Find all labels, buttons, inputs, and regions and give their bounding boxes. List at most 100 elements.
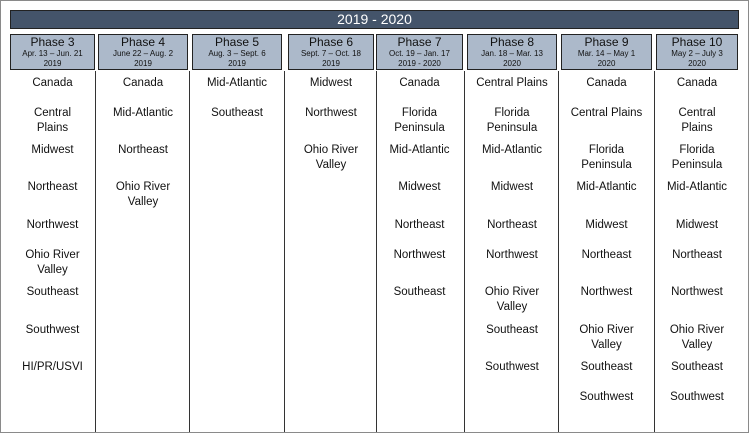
phase-dates: Apr. 13 – Jun. 21 (22, 49, 83, 58)
region-item: Mid-Atlantic (206, 77, 268, 89)
phase-column: Phase 3 Apr. 13 – Jun. 21 2019 Canada Cent… (10, 34, 95, 432)
phase-year: 2019 (322, 59, 340, 68)
region-item: Northeast (118, 144, 168, 156)
phase-year: 2020 (597, 59, 616, 68)
phase-title: Phase 7 (397, 35, 442, 49)
region-item: Northwest (580, 286, 633, 298)
region-item: Northwest (671, 286, 723, 298)
phase-title: Phase 8 (489, 35, 535, 49)
region-item: HI/PR/USVI (22, 361, 83, 373)
phase-year: 2019 (228, 59, 246, 68)
region-item: Canada (676, 77, 718, 89)
region-item: Northwest (26, 219, 79, 231)
phase-title: Phase 4 (120, 35, 166, 49)
region-item: Central Plains (476, 77, 548, 89)
phase-header: Phase 8 Jan. 18 – Mar. 13 2020 (467, 34, 557, 70)
region-item: Southeast (580, 361, 633, 373)
region-item: Northeast (487, 219, 537, 231)
region-item: Midwest (585, 219, 628, 231)
region-item: Midwest (31, 144, 74, 156)
phase-year: 2019 (43, 59, 62, 68)
region-item: Northwest (486, 249, 538, 261)
region-item: Florida Peninsula (486, 107, 538, 134)
phase-title: Phase 6 (308, 35, 354, 49)
phase-column: Phase 9 Mar. 14 – May 1 2020 Canada Centra… (561, 34, 652, 432)
phase-dates: Mar. 14 – May 1 (577, 49, 636, 58)
region-item: Southwest (25, 324, 80, 336)
region-item: Mid-Atlantic (481, 144, 543, 156)
region-item: Florida Peninsula (671, 144, 723, 171)
phase-year: 2020 (688, 59, 706, 68)
phase-dates: Jan. 18 – Mar. 13 (481, 49, 543, 58)
region-item: Northeast (672, 249, 722, 261)
column-divider (464, 71, 465, 432)
phase-year: 2019 - 2020 (398, 59, 441, 68)
phase-title: Phase 9 (584, 35, 629, 49)
phase-header: Phase 9 Mar. 14 – May 1 2020 (561, 34, 652, 70)
region-item: Southeast (26, 286, 79, 298)
phase-dates: May 2 – July 3 (671, 49, 723, 58)
region-item: Northwest (305, 107, 357, 119)
region-item: Midwest (675, 219, 719, 231)
phase-header: Phase 5 Aug. 3 – Sept. 6 2019 (192, 34, 282, 70)
region-item: Central Plains (570, 107, 643, 119)
region-item: Mid-Atlantic (389, 144, 450, 156)
region-item: Mid-Atlantic (666, 181, 728, 193)
region-item: Ohio River Valley (25, 249, 80, 276)
region-item: Canada (399, 77, 440, 89)
region-item: Canada (32, 77, 73, 89)
region-item: Ohio River Valley (669, 324, 725, 351)
phase-header: Phase 3 Apr. 13 – Jun. 21 2019 (10, 34, 95, 70)
region-item: Southwest (485, 361, 539, 373)
column-divider (189, 71, 190, 432)
phase-column: Phase 6 Sept. 7 – Oct. 18 2019 Midwest Nor… (288, 34, 374, 432)
phase-dates: Sept. 7 – Oct. 18 (300, 49, 362, 58)
phase-column: Phase 4 June 22 – Aug. 2 2019 Canada Mid-A… (98, 34, 188, 432)
phase-title: Phase 3 (30, 35, 75, 49)
region-item: Ohio River Valley (579, 324, 634, 351)
region-item: Midwest (398, 181, 441, 193)
phase-header: Phase 7 Oct. 19 – Jan. 17 2019 - 2020 (376, 34, 463, 70)
region-item: Ohio River Valley (484, 286, 540, 313)
phase-year: 2019 (134, 59, 152, 68)
column-divider (95, 71, 96, 432)
phase-dates: Aug. 3 – Sept. 6 (208, 49, 266, 58)
phase-title: Phase 10 (671, 35, 723, 49)
region-item: Midwest (490, 181, 534, 193)
phase-header: Phase 10 May 2 – July 3 2020 (656, 34, 738, 70)
phase-title: Phase 5 (214, 35, 260, 49)
region-item: Southwest (579, 391, 634, 403)
phase-dates: June 22 – Aug. 2 (112, 49, 174, 58)
region-item: Central Plains (678, 107, 716, 134)
region-item: Southeast (211, 107, 263, 119)
region-item: Mid-Atlantic (576, 181, 637, 193)
phase-dates: Oct. 19 – Jan. 17 (389, 49, 450, 58)
region-item: Southwest (670, 391, 724, 403)
region-item: Southeast (393, 286, 446, 298)
region-item: Canada (586, 77, 627, 89)
region-item: Southeast (671, 361, 723, 373)
year-banner: 2019 - 2020 (10, 10, 739, 29)
column-divider (654, 71, 655, 432)
region-item: Northwest (393, 249, 446, 261)
phase-column: Phase 10 May 2 – July 3 2020 Canada Centra… (656, 34, 738, 432)
phase-year: 2020 (503, 59, 521, 68)
column-divider (558, 71, 559, 432)
column-divider (376, 71, 377, 432)
region-item: Northeast (394, 219, 445, 231)
region-item: Ohio River Valley (115, 181, 171, 208)
region-item: Southeast (486, 324, 538, 336)
phase-header: Phase 4 June 22 – Aug. 2 2019 (98, 34, 188, 70)
region-item: Florida Peninsula (394, 107, 445, 134)
region-item: Northeast (581, 249, 632, 261)
phase-column: Phase 7 Oct. 19 – Jan. 17 2019 - 2020 Can… (376, 34, 463, 432)
phase-header: Phase 6 Sept. 7 – Oct. 18 2019 (288, 34, 374, 70)
region-item: Ohio River Valley (303, 144, 359, 171)
phase-column: Phase 8 Jan. 18 – Mar. 13 2020 Central Pl… (467, 34, 557, 432)
region-item: Mid-Atlantic (112, 107, 174, 119)
region-item: Midwest (309, 77, 353, 89)
region-item: Northeast (27, 181, 78, 193)
column-divider (284, 71, 285, 432)
region-item: Florida Peninsula (581, 144, 632, 171)
